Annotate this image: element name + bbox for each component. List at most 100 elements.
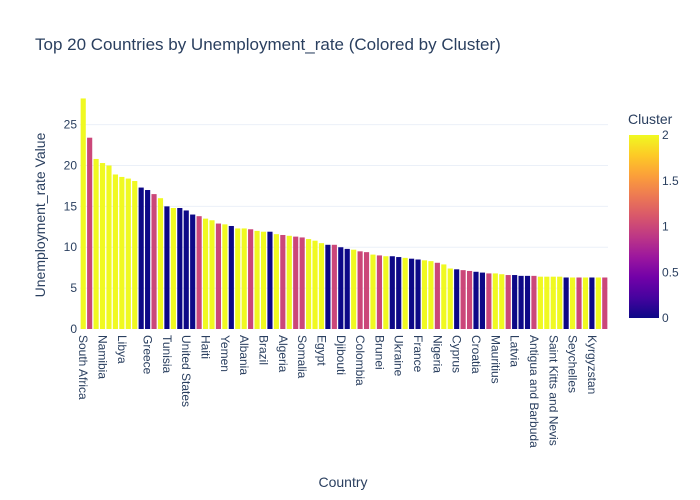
bar: [428, 261, 434, 329]
x-axis-ticks: South Africa Namibia Libya Greece Tunisia Uni…: [76, 335, 599, 448]
x-tick-label: Croatia: [469, 335, 483, 374]
x-tick-label: Colombia: [353, 335, 367, 386]
bar: [299, 237, 305, 329]
bar: [460, 270, 466, 329]
x-tick-label: Nigeria: [430, 335, 444, 373]
y-tick-label: 10: [64, 240, 78, 254]
bar: [344, 248, 350, 329]
bar: [499, 274, 505, 329]
colorbar-tick-label: 1: [662, 220, 669, 234]
bar: [473, 271, 479, 329]
bar: [325, 244, 331, 329]
bar: [376, 255, 382, 329]
bar: [338, 247, 344, 329]
bar: [306, 239, 312, 329]
y-tick-label: 5: [70, 281, 77, 295]
bar: [273, 234, 279, 329]
bar: [222, 224, 228, 329]
bar: [157, 198, 164, 329]
x-tick-label: Albania: [237, 335, 251, 375]
bar: [351, 249, 357, 329]
bar: [151, 194, 157, 329]
bar: [492, 273, 498, 329]
bar: [582, 277, 589, 329]
bar: [524, 275, 531, 329]
y-tick-label: 15: [64, 199, 78, 213]
bar: [570, 277, 576, 329]
x-tick-label: Yemen: [218, 335, 232, 372]
bar: [112, 174, 118, 329]
y-axis-title: Unemployment_rate Value: [32, 132, 48, 297]
x-tick-label: Kyrgyzstan: [585, 335, 599, 394]
bar: [550, 276, 556, 329]
colorbar-tick-label: 1.5: [662, 174, 679, 188]
x-tick-label: Seychelles: [566, 335, 580, 393]
bar: [563, 277, 569, 329]
x-tick-label: Libya: [115, 335, 129, 364]
x-tick-label: Namibia: [96, 335, 110, 379]
bar: [518, 275, 524, 329]
bar: [293, 236, 299, 329]
bar: [183, 210, 189, 329]
x-tick-label: Antigua and Barbuda: [527, 335, 541, 448]
bar: [357, 251, 363, 329]
bar: [248, 229, 254, 329]
bar: [363, 252, 370, 329]
bar: [602, 277, 608, 329]
x-tick-label: Mauritius: [488, 335, 502, 384]
x-tick-label: South Africa: [76, 335, 90, 400]
x-tick-label: Brunei: [372, 335, 386, 370]
bar: [241, 228, 247, 329]
x-tick-label: Cyprus: [450, 335, 464, 373]
bar: [454, 269, 460, 329]
bar: [177, 208, 183, 329]
bar: [260, 231, 267, 329]
bar: [402, 257, 408, 329]
y-tick-label: 20: [64, 158, 78, 172]
x-tick-label: Haiti: [199, 335, 213, 359]
y-tick-label: 0: [70, 322, 77, 336]
colorbar-tick-label: 0: [662, 311, 669, 325]
chart-title: Top 20 Countries by Unemployment_rate (C…: [35, 35, 501, 54]
x-tick-label: Latvia: [508, 335, 522, 367]
bar: [80, 98, 86, 329]
bar: [544, 276, 550, 329]
bar: [441, 264, 447, 329]
bar: [228, 225, 234, 329]
bar: [370, 254, 376, 329]
bar: [202, 218, 209, 329]
colorbar-tick-label: 0.5: [662, 265, 679, 279]
bar: [576, 277, 582, 329]
colorbar-tick-label: 2: [662, 128, 669, 142]
bar: [145, 190, 151, 329]
bar: [383, 256, 389, 329]
x-tick-label: Egypt: [314, 335, 328, 366]
bar: [589, 277, 595, 329]
bar: [447, 268, 453, 329]
bar: [125, 178, 131, 329]
cluster-colorbar: Cluster 0 0.5 1 1.5 2: [628, 111, 679, 325]
x-tick-label: France: [411, 335, 425, 373]
bar: [505, 275, 511, 329]
x-tick-label: Somalia: [295, 335, 309, 379]
bar: [421, 260, 428, 329]
x-tick-label: Greece: [141, 335, 155, 375]
bar: [196, 216, 202, 329]
x-tick-label: United States: [179, 335, 193, 407]
bar: [331, 244, 337, 329]
x-tick-label: Ukraine: [392, 335, 406, 377]
colorbar-title: Cluster: [628, 111, 673, 127]
bar: [280, 234, 286, 329]
bar: [138, 187, 144, 329]
x-tick-label: Djibouti: [334, 335, 348, 375]
bar: [164, 206, 170, 329]
bar: [389, 256, 395, 329]
bar: [486, 273, 492, 329]
bar: [99, 163, 106, 329]
bar: [312, 240, 318, 329]
x-tick-label: Algeria: [276, 335, 290, 373]
bar: [415, 259, 421, 329]
bar: [512, 275, 518, 329]
bar: [170, 208, 176, 329]
